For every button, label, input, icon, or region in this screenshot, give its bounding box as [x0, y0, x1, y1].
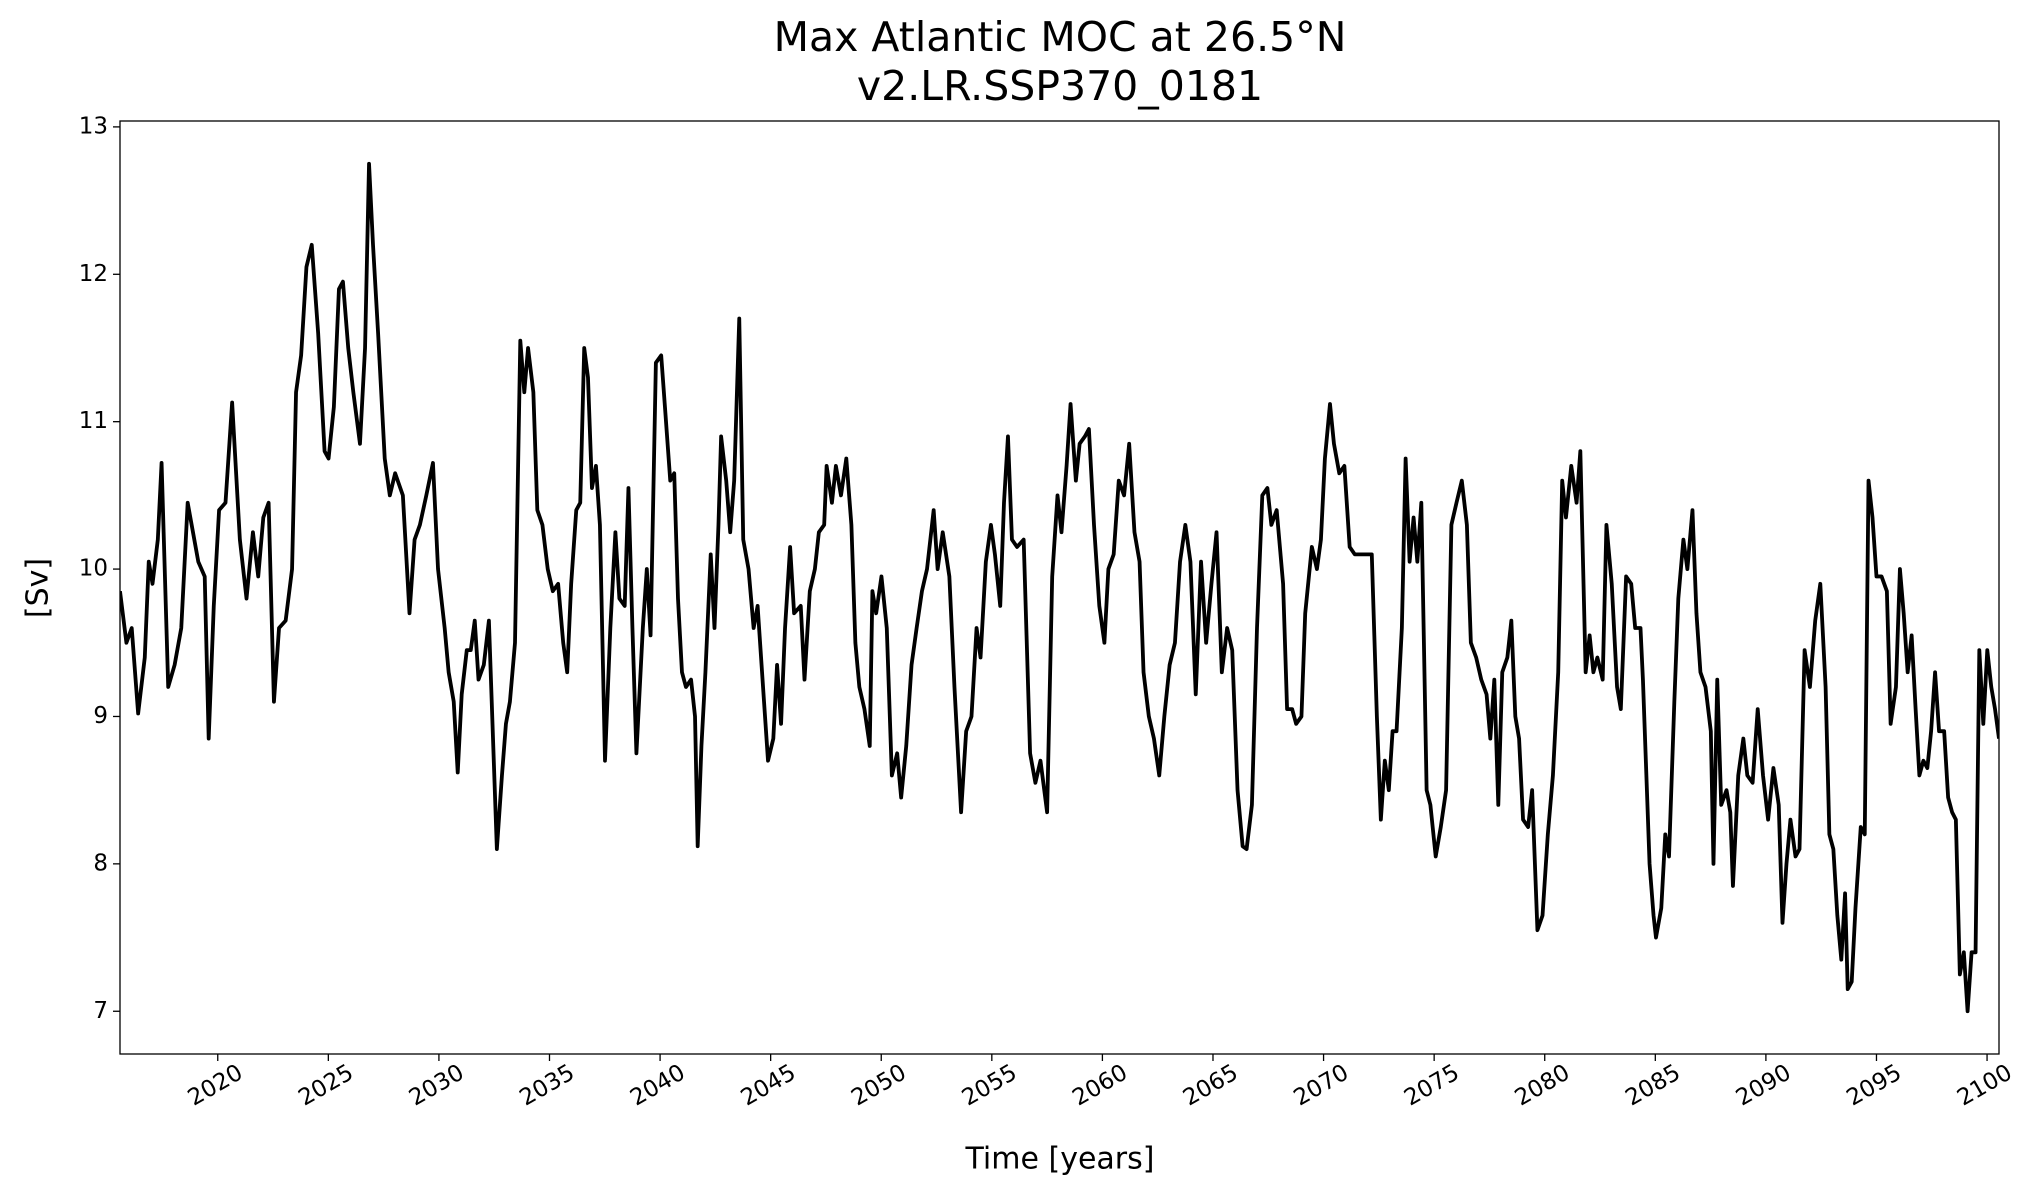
y-axis-label: [Sv] [21, 558, 56, 618]
x-tick-label: 2060 [1068, 1060, 1132, 1112]
x-tick-label: 2080 [1511, 1060, 1575, 1112]
y-tick-label: 11 [79, 408, 108, 434]
x-tick-label: 2075 [1400, 1060, 1464, 1112]
x-tick-label: 2090 [1732, 1060, 1796, 1112]
x-tick-label: 2035 [515, 1060, 579, 1112]
x-tick-label: 2070 [1289, 1060, 1353, 1112]
x-tick-label: 2055 [958, 1060, 1022, 1112]
y-tick-label: 10 [79, 556, 108, 582]
y-tick-label: 13 [79, 113, 108, 139]
x-tick-label: 2085 [1621, 1060, 1685, 1112]
x-tick-label: 2020 [184, 1060, 248, 1112]
x-tick-label: 2050 [847, 1060, 911, 1112]
x-axis-label: Time [years] [965, 1142, 1155, 1177]
data-line [120, 161, 1999, 1014]
plot-frame [119, 120, 2000, 1055]
chart-subtitle: v2.LR.SSP370_0181 [857, 62, 1263, 110]
x-tick-label: 2100 [1953, 1060, 2017, 1112]
y-tick-label: 7 [93, 998, 108, 1024]
y-tick-label: 9 [93, 703, 108, 729]
x-tick-label: 2095 [1842, 1060, 1906, 1112]
x-tick-label: 2040 [626, 1060, 690, 1112]
y-tick-label: 12 [79, 261, 108, 287]
x-tick-label: 2025 [294, 1060, 358, 1112]
chart-title: Max Atlantic MOC at 26.5°N [774, 13, 1347, 61]
x-tick-label: 2030 [405, 1060, 469, 1112]
x-tick-label: 2045 [737, 1060, 801, 1112]
y-tick-label: 8 [93, 850, 108, 876]
x-tick-label: 2065 [1179, 1060, 1243, 1112]
